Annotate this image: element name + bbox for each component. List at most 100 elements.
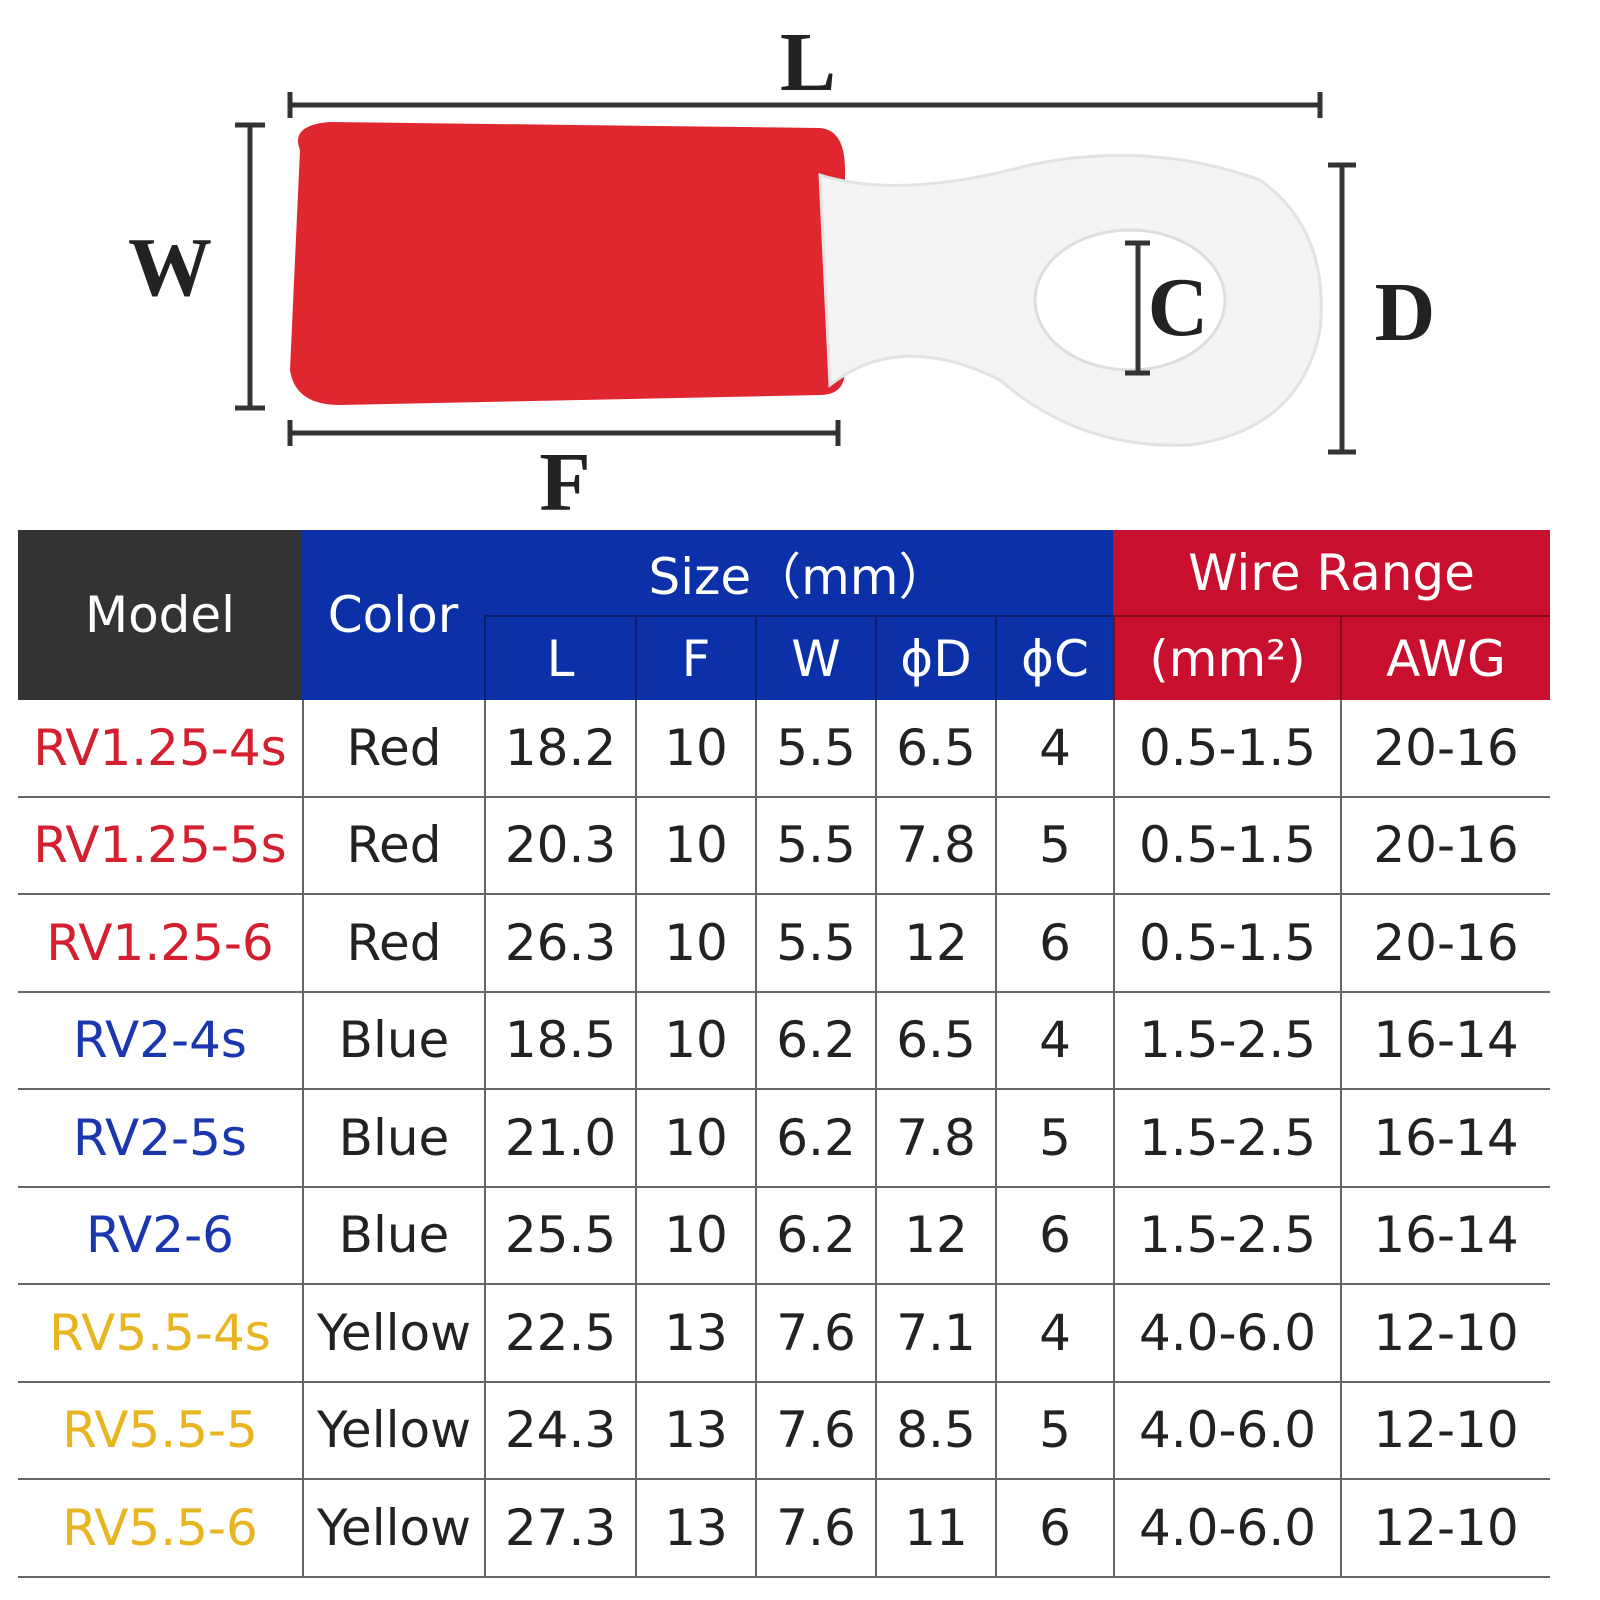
table-cell: 13 — [635, 1480, 755, 1578]
label-w: W — [128, 221, 212, 314]
model-cell: RV2-4s — [18, 993, 302, 1090]
table-cell: 27.3 — [484, 1480, 635, 1578]
table-cell: 10 — [635, 992, 755, 1090]
table-cell: 1.5-2.5 — [1113, 992, 1340, 1090]
table-cell: 10 — [635, 1090, 755, 1188]
table-cell: 4 — [995, 1285, 1113, 1383]
table-cell: 20.3 — [484, 797, 635, 895]
table-cell: Red — [302, 700, 484, 798]
header-color: Color — [302, 530, 484, 700]
model-cell: RV5.5-5 — [18, 1383, 302, 1480]
table-cell: 6 — [995, 1187, 1113, 1285]
table-cell: Yellow — [302, 1285, 484, 1383]
table-cell: 5 — [995, 1090, 1113, 1188]
model-cell: RV1.25-4s — [18, 700, 302, 798]
table-cell: 10 — [635, 1187, 755, 1285]
table-cell: 21.0 — [484, 1090, 635, 1188]
table-cell: 16-14 — [1340, 1187, 1550, 1285]
header-sub: L — [484, 615, 635, 700]
table-cell: Yellow — [302, 1382, 484, 1480]
model-cell: RV2-5s — [18, 1090, 302, 1188]
label-f: F — [539, 436, 590, 520]
table-cell: 10 — [635, 700, 755, 798]
table-cell: Blue — [302, 1090, 484, 1188]
label-d: D — [1375, 266, 1436, 359]
table-cell: 10 — [635, 797, 755, 895]
ring-hole — [1033, 228, 1227, 372]
table-cell: 16-14 — [1340, 992, 1550, 1090]
table-cell: 0.5-1.5 — [1113, 797, 1340, 895]
table-cell: 4 — [995, 992, 1113, 1090]
model-cell: RV2-6 — [18, 1188, 302, 1285]
table-cell: 7.6 — [755, 1285, 875, 1383]
table-cell: Red — [302, 797, 484, 895]
table-cell: 5 — [995, 797, 1113, 895]
dimension-lines — [235, 92, 1356, 455]
table-cell: 26.3 — [484, 895, 635, 993]
table-cell: 7.8 — [875, 1090, 995, 1188]
terminal-diagram: L W F C D — [128, 16, 1436, 520]
table-cell: 6 — [995, 895, 1113, 993]
model-cell: RV1.25-5s — [18, 798, 302, 895]
table-cell: 7.6 — [755, 1382, 875, 1480]
table-cell: 5.5 — [755, 700, 875, 798]
header-sub: ϕD — [875, 615, 995, 700]
table-cell: 20-16 — [1340, 797, 1550, 895]
table-cell: 7.8 — [875, 797, 995, 895]
table-cell: 11 — [875, 1480, 995, 1578]
table-cell: Blue — [302, 992, 484, 1090]
table-cell: 6.2 — [755, 1090, 875, 1188]
table-cell: 7.1 — [875, 1285, 995, 1383]
header-wire-range: Wire Range — [1113, 530, 1550, 615]
model-cell: RV5.5-6 — [18, 1480, 302, 1578]
table-cell: Blue — [302, 1187, 484, 1285]
table-cell: 25.5 — [484, 1187, 635, 1285]
sleeve — [290, 122, 845, 405]
table-cell: 20-16 — [1340, 895, 1550, 993]
model-cell: RV5.5-4s — [18, 1285, 302, 1383]
header-sub: W — [755, 615, 875, 700]
table-cell: 5.5 — [755, 895, 875, 993]
table-cell: 0.5-1.5 — [1113, 700, 1340, 798]
table-cell: 18.2 — [484, 700, 635, 798]
table-cell: 16-14 — [1340, 1090, 1550, 1188]
table-cell: 18.5 — [484, 992, 635, 1090]
table-cell: 6.2 — [755, 1187, 875, 1285]
header-size: Size（mm） — [484, 530, 1113, 615]
header-sub: ϕC — [995, 615, 1113, 700]
header-sub: AWG — [1340, 615, 1550, 700]
table-cell: 12-10 — [1340, 1382, 1550, 1480]
header-sub: (mm²) — [1113, 615, 1340, 700]
header-sub: F — [635, 615, 755, 700]
table-cell: 13 — [635, 1382, 755, 1480]
table-cell: 4.0-6.0 — [1113, 1480, 1340, 1578]
table-cell: 5 — [995, 1382, 1113, 1480]
table-cell: 4 — [995, 700, 1113, 798]
table-cell: 13 — [635, 1285, 755, 1383]
label-l: L — [780, 16, 836, 109]
label-c: C — [1148, 261, 1209, 354]
table-cell: 4.0-6.0 — [1113, 1382, 1340, 1480]
table-cell: 1.5-2.5 — [1113, 1090, 1340, 1188]
table-cell: Yellow — [302, 1480, 484, 1578]
table-cell: 22.5 — [484, 1285, 635, 1383]
table-cell: Red — [302, 895, 484, 993]
table-cell: 12-10 — [1340, 1480, 1550, 1578]
model-cell: RV1.25-6 — [18, 895, 302, 993]
header-model: Model — [18, 530, 302, 700]
table-cell: 0.5-1.5 — [1113, 895, 1340, 993]
table-cell: 6.5 — [875, 992, 995, 1090]
table-cell: 7.6 — [755, 1480, 875, 1578]
table-cell: 10 — [635, 895, 755, 993]
table-cell: 1.5-2.5 — [1113, 1187, 1340, 1285]
table-cell: 12 — [875, 895, 995, 993]
table-cell: 8.5 — [875, 1382, 995, 1480]
table-cell: 12 — [875, 1187, 995, 1285]
table-cell: 6.5 — [875, 700, 995, 798]
table-cell: 4.0-6.0 — [1113, 1285, 1340, 1383]
table-cell: 20-16 — [1340, 700, 1550, 798]
table-cell: 12-10 — [1340, 1285, 1550, 1383]
table-cell: 5.5 — [755, 797, 875, 895]
table-cell: 6.2 — [755, 992, 875, 1090]
